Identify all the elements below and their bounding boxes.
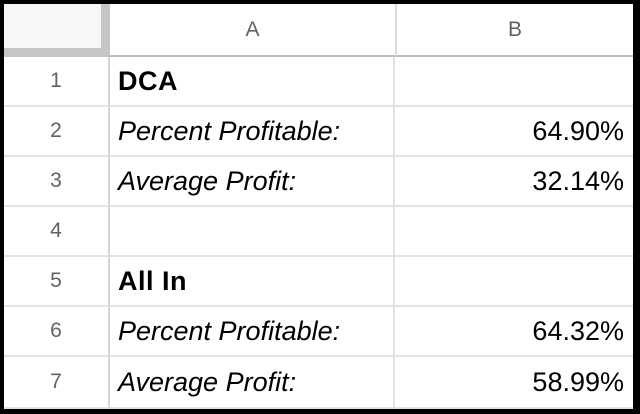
cell-a7[interactable]: Average Profit:: [110, 357, 395, 409]
select-all-corner[interactable]: [4, 4, 110, 57]
row-header-1[interactable]: 1: [4, 57, 110, 107]
cell-b4[interactable]: [395, 207, 633, 257]
spreadsheet-grid: A B 1 DCA 2 Percent Profitable: 64.90% 3…: [4, 4, 633, 409]
cell-a1[interactable]: DCA: [110, 57, 395, 107]
row-header-6[interactable]: 6: [4, 307, 110, 357]
cell-a5[interactable]: All In: [110, 257, 395, 307]
cell-b6[interactable]: 64.32%: [395, 307, 633, 357]
cell-a6[interactable]: Percent Profitable:: [110, 307, 395, 357]
cell-b5[interactable]: [395, 257, 633, 307]
cell-a4[interactable]: [110, 207, 395, 257]
column-header-b[interactable]: B: [395, 4, 633, 57]
row-header-7[interactable]: 7: [4, 357, 110, 409]
row-header-2[interactable]: 2: [4, 107, 110, 157]
cell-a2[interactable]: Percent Profitable:: [110, 107, 395, 157]
cell-b3[interactable]: 32.14%: [395, 157, 633, 207]
cell-b1[interactable]: [395, 57, 633, 107]
column-header-a[interactable]: A: [110, 4, 395, 57]
row-header-3[interactable]: 3: [4, 157, 110, 207]
row-header-4[interactable]: 4: [4, 207, 110, 257]
cell-b2[interactable]: 64.90%: [395, 107, 633, 157]
row-header-5[interactable]: 5: [4, 257, 110, 307]
cell-b7[interactable]: 58.99%: [395, 357, 633, 409]
cell-a3[interactable]: Average Profit:: [110, 157, 395, 207]
